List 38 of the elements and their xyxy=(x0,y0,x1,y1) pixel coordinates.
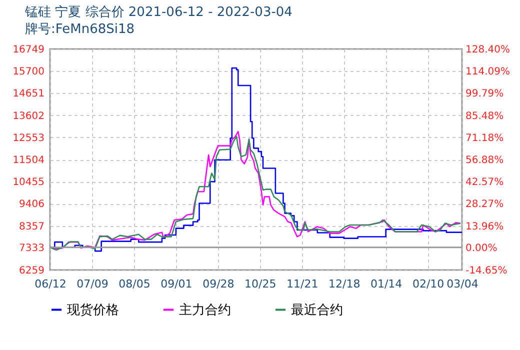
legend-label: 现货价格 xyxy=(67,302,119,318)
x-tick-label: 09/01 xyxy=(160,278,192,290)
y2-tick-label: 85.48% xyxy=(466,110,504,122)
x-tick-label: 11/21 xyxy=(286,278,318,290)
chart-title: 锰硅 宁夏 综合价 2021-06-12 - 2022-03-04 xyxy=(24,4,292,20)
x-tick-label: 03/04 xyxy=(446,278,478,290)
legend-label: 主力合约 xyxy=(179,302,231,318)
x-tick-label: 06/12 xyxy=(34,278,66,290)
y-tick-label: 13602 xyxy=(12,110,44,122)
y-tick-label: 9406 xyxy=(19,199,44,210)
y2-tick-label: 56.88% xyxy=(466,154,504,166)
x-tick-label: 01/14 xyxy=(370,278,402,290)
y-tick-label: 7333 xyxy=(19,242,44,254)
x-tick-label: 12/18 xyxy=(328,278,360,290)
y2-tick-label: 128.40% xyxy=(466,44,510,56)
y-tick-label: 12553 xyxy=(12,132,44,144)
y-tick-label: 15700 xyxy=(12,66,44,78)
y2-tick-label: 13.96% xyxy=(466,221,504,232)
y-tick-label: 14651 xyxy=(12,88,44,100)
y-tick-label: 10455 xyxy=(12,177,44,188)
y-tick-label: 16749 xyxy=(12,44,44,56)
y2-tick-label: 42.57% xyxy=(466,177,504,188)
x-tick-label: 07/09 xyxy=(76,278,108,290)
y2-tick-label: 71.18% xyxy=(466,132,504,144)
x-tick-label: 10/25 xyxy=(244,278,276,290)
y2-tick-label: -14.65% xyxy=(466,266,508,276)
y-tick-label: 8357 xyxy=(19,221,44,232)
x-tick-label: 09/28 xyxy=(202,278,234,290)
y-tick-label: 11504 xyxy=(12,155,44,166)
y-tick-label: 6259 xyxy=(19,266,44,276)
chart-subtitle: 牌号:FeMn68Si18 xyxy=(25,22,135,37)
y2-tick-label: 0.00% xyxy=(466,242,498,254)
x-tick-label: 08/05 xyxy=(118,278,150,290)
y2-tick-label: 99.79% xyxy=(466,88,504,100)
legend-label: 最近合约 xyxy=(291,302,343,318)
x-tick-label: 02/10 xyxy=(412,278,444,290)
y2-tick-label: 114.09% xyxy=(466,66,510,78)
y2-tick-label: 28.27% xyxy=(466,199,504,210)
